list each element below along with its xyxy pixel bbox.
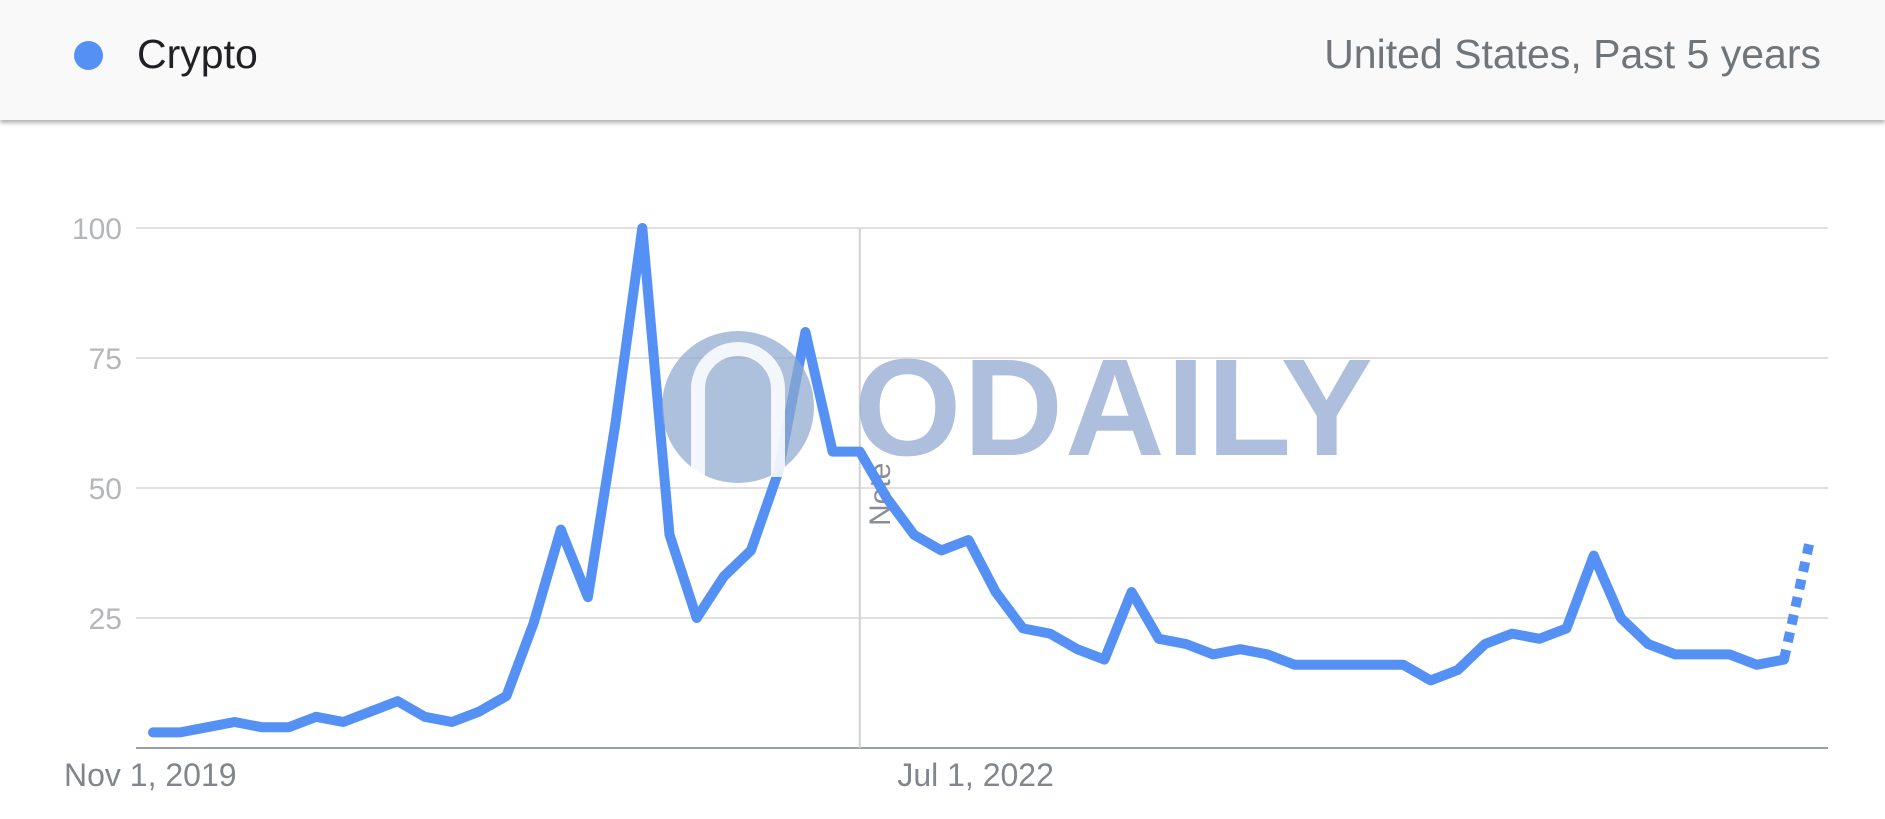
series-layer[interactable] bbox=[148, 223, 1815, 738]
y-tick-label-25: 25 bbox=[89, 603, 122, 636]
y-tick-label-100: 100 bbox=[72, 213, 122, 246]
grid-lines bbox=[136, 227, 1828, 619]
region-period-label[interactable]: United States, Past 5 years bbox=[1324, 31, 1821, 77]
y-axis-ticks: 100 75 50 25 bbox=[72, 213, 122, 636]
series-line-crypto-partial[interactable] bbox=[1779, 538, 1815, 661]
chart-header: Crypto United States, Past 5 years bbox=[0, 0, 1885, 120]
watermark: ODAILY bbox=[662, 331, 1375, 485]
legend-color-dot bbox=[74, 41, 103, 70]
y-tick-label-75: 75 bbox=[89, 343, 122, 376]
x-axis-ticks: Nov 1, 2019 Jul 1, 2022 bbox=[64, 757, 1054, 793]
x-tick-label-0: Nov 1, 2019 bbox=[64, 757, 237, 793]
watermark-text: ODAILY bbox=[854, 331, 1375, 485]
series-line-crypto[interactable] bbox=[148, 223, 1789, 738]
legend-term-label[interactable]: Crypto bbox=[137, 31, 258, 77]
watermark-logo-mark bbox=[691, 342, 785, 477]
x-tick-label-1: Jul 1, 2022 bbox=[897, 757, 1054, 793]
y-tick-label-50: 50 bbox=[89, 473, 122, 506]
